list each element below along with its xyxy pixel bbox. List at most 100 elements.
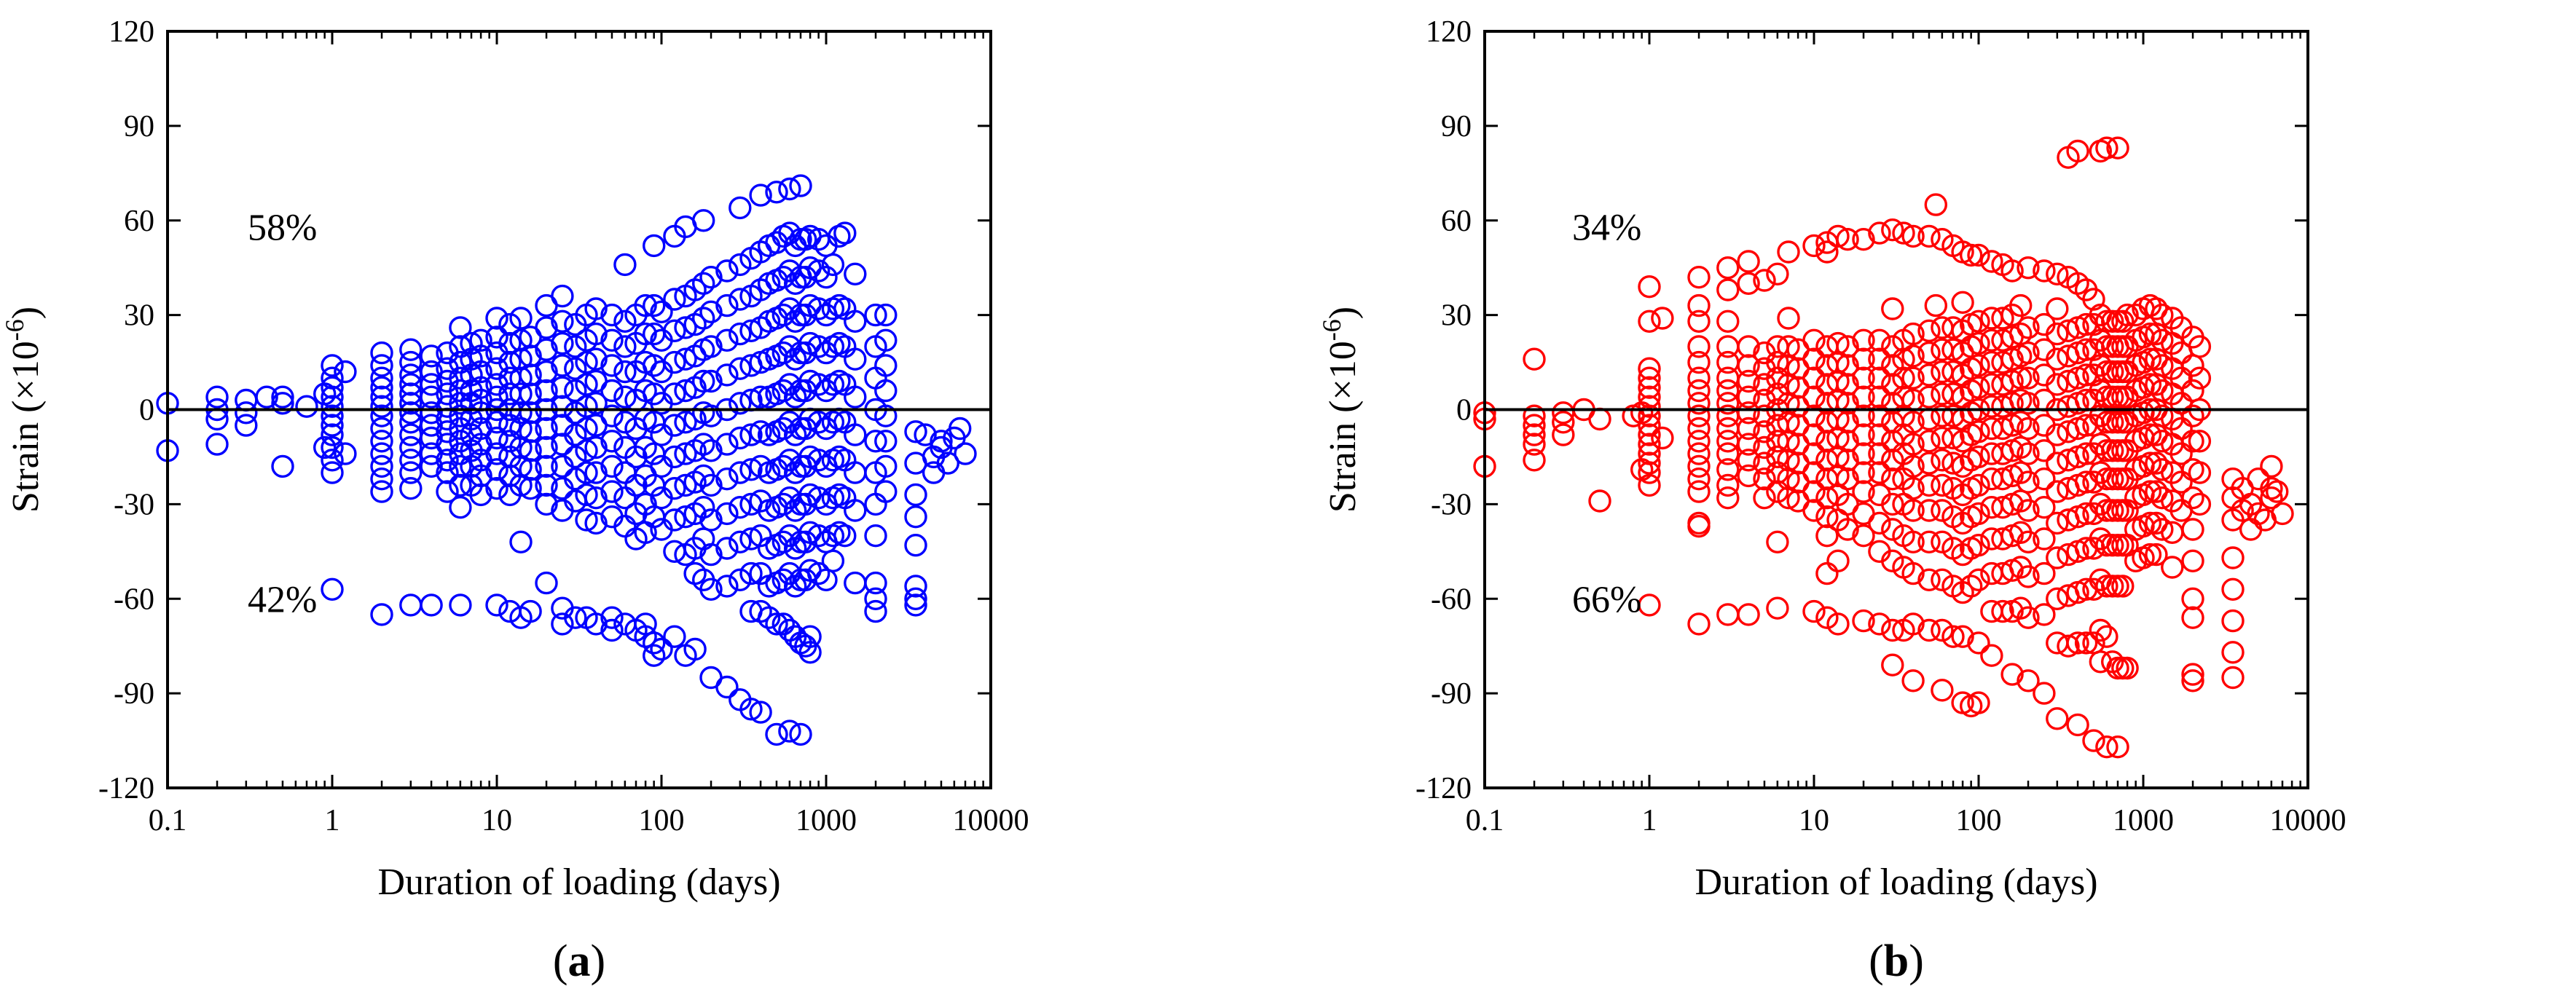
data-point bbox=[1638, 442, 1661, 465]
data-point bbox=[449, 473, 472, 497]
data-point bbox=[420, 454, 443, 478]
data-point bbox=[1802, 404, 1826, 427]
data-point bbox=[2046, 347, 2069, 371]
data-point bbox=[2057, 634, 2080, 658]
data-point bbox=[789, 722, 812, 746]
data-point bbox=[2138, 511, 2162, 535]
data-point bbox=[1638, 414, 1661, 437]
y-tick-label: -30 bbox=[1431, 488, 1472, 521]
data-point bbox=[1687, 454, 1711, 478]
data-point bbox=[715, 293, 739, 317]
data-point bbox=[1802, 347, 1826, 371]
data-point bbox=[2046, 322, 2069, 346]
data-point bbox=[235, 401, 258, 425]
data-point bbox=[771, 379, 796, 403]
x-tick-label: 10000 bbox=[953, 804, 1029, 837]
data-point bbox=[1766, 530, 1789, 553]
data-point bbox=[771, 530, 796, 553]
data-point bbox=[1687, 335, 1711, 358]
data-point bbox=[1737, 335, 1760, 358]
data-point bbox=[1815, 505, 1839, 529]
data-point bbox=[1737, 464, 1760, 488]
y-tick-label: 120 bbox=[109, 15, 154, 49]
data-point bbox=[1931, 530, 1954, 553]
data-point bbox=[1941, 451, 1965, 475]
percentage-annotation: 66% bbox=[1572, 579, 1641, 620]
data-point bbox=[674, 442, 697, 465]
data-point bbox=[519, 439, 542, 462]
data-point bbox=[535, 492, 558, 516]
data-point bbox=[1716, 603, 1740, 626]
data-point bbox=[2100, 468, 2124, 491]
data-point bbox=[575, 461, 598, 484]
data-point bbox=[1638, 461, 1661, 484]
y-tick-label: -90 bbox=[1431, 677, 1472, 711]
data-point bbox=[1959, 575, 1983, 598]
y-tick-label: -90 bbox=[114, 677, 154, 711]
data-point bbox=[2000, 259, 2024, 283]
data-point bbox=[235, 414, 258, 437]
y-tick-label: 90 bbox=[1441, 110, 1472, 143]
data-point bbox=[1815, 524, 1839, 548]
data-point bbox=[2033, 468, 2056, 491]
data-point bbox=[321, 461, 344, 484]
data-point bbox=[600, 404, 624, 427]
data-point bbox=[1737, 385, 1760, 409]
data-point bbox=[575, 483, 598, 507]
data-point bbox=[420, 344, 443, 368]
x-axis: 0.1 1 10 100 1000 10000 bbox=[149, 31, 1029, 837]
data-point bbox=[634, 322, 657, 346]
panel-label: (b) bbox=[1869, 936, 1924, 986]
data-point bbox=[1802, 599, 1826, 623]
data-point bbox=[2151, 430, 2174, 453]
data-point bbox=[692, 369, 715, 393]
data-point bbox=[1737, 433, 1760, 456]
data-point bbox=[663, 625, 686, 648]
data-point bbox=[600, 379, 624, 403]
data-point bbox=[2033, 682, 2056, 705]
data-point bbox=[674, 379, 697, 403]
data-point bbox=[1951, 291, 1974, 314]
data-point bbox=[715, 259, 739, 283]
data-point bbox=[551, 376, 574, 399]
data-point bbox=[2100, 534, 2124, 557]
data-point bbox=[2017, 256, 2040, 280]
data-point bbox=[1931, 618, 1954, 642]
data-point bbox=[2181, 606, 2204, 629]
data-point bbox=[844, 571, 867, 595]
data-point bbox=[1836, 354, 1859, 377]
data-point bbox=[370, 354, 393, 377]
data-point bbox=[600, 618, 624, 642]
data-point bbox=[844, 385, 867, 409]
data-point bbox=[1802, 461, 1826, 484]
data-point bbox=[699, 335, 723, 358]
data-point bbox=[399, 350, 423, 374]
data-point bbox=[2260, 454, 2283, 478]
data-point bbox=[1917, 363, 1941, 387]
data-point bbox=[399, 477, 423, 500]
data-point bbox=[1967, 354, 1990, 377]
data-point bbox=[370, 417, 393, 441]
data-point bbox=[584, 612, 608, 636]
data-point bbox=[715, 502, 739, 526]
data-point bbox=[692, 209, 715, 232]
data-point bbox=[729, 568, 752, 591]
data-point bbox=[2100, 499, 2124, 522]
data-point bbox=[2017, 392, 2040, 415]
data-point bbox=[2181, 486, 2204, 510]
data-point bbox=[1852, 404, 1875, 427]
data-point bbox=[2100, 575, 2124, 598]
data-point bbox=[1638, 473, 1661, 497]
data-point bbox=[2100, 411, 2124, 434]
data-point bbox=[2033, 527, 2056, 551]
data-point bbox=[1941, 426, 1965, 450]
data-point bbox=[1766, 445, 1789, 469]
data-point bbox=[729, 288, 752, 311]
data-point bbox=[821, 549, 845, 572]
data-point bbox=[948, 417, 972, 441]
data-point bbox=[1651, 426, 1674, 450]
data-point bbox=[1852, 228, 1875, 251]
x-tick-label: 0.1 bbox=[149, 804, 187, 837]
data-point bbox=[904, 505, 927, 529]
data-point bbox=[535, 338, 558, 361]
